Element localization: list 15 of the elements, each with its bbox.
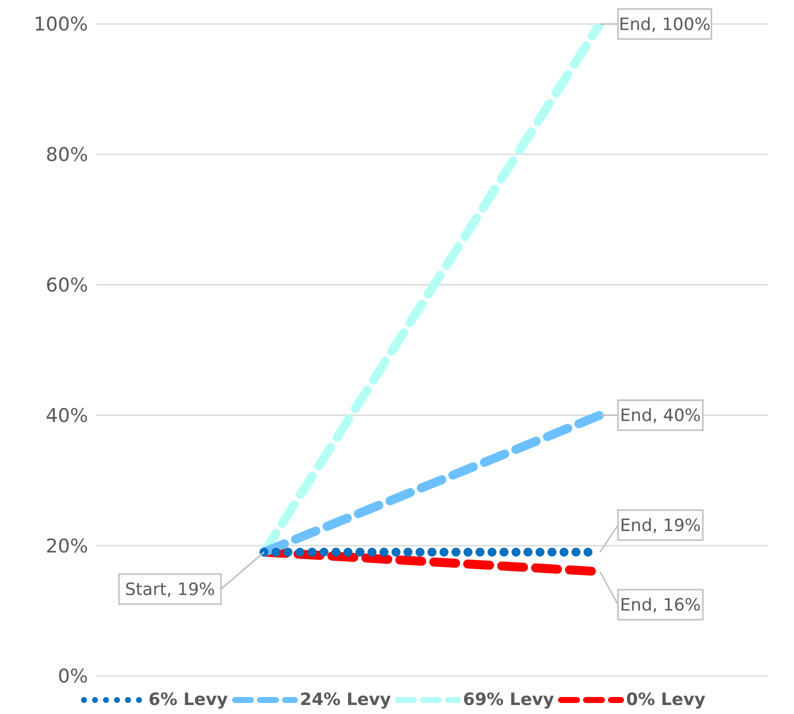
annotation: End, 16% <box>620 596 701 616</box>
annotation: End, 19% <box>620 516 701 536</box>
annotation: End, 40% <box>620 406 701 426</box>
annotation: End, 100% <box>618 15 711 35</box>
y-tick-label: 20% <box>46 535 88 558</box>
y-tick-label: 60% <box>46 274 88 297</box>
legend-label: 0% Levy <box>625 690 706 710</box>
y-tick-label: 100% <box>34 14 88 36</box>
legend-label: 6% Levy <box>148 690 228 710</box>
annotation: Start, 19% <box>124 580 216 600</box>
legend-label: 24% Levy <box>298 690 391 710</box>
legend-label: 69% Levy <box>462 690 554 710</box>
y-tick-label: 0% <box>58 666 88 688</box>
y-tick-label: 80% <box>46 144 88 166</box>
y-tick-label: 40% <box>46 404 88 427</box>
